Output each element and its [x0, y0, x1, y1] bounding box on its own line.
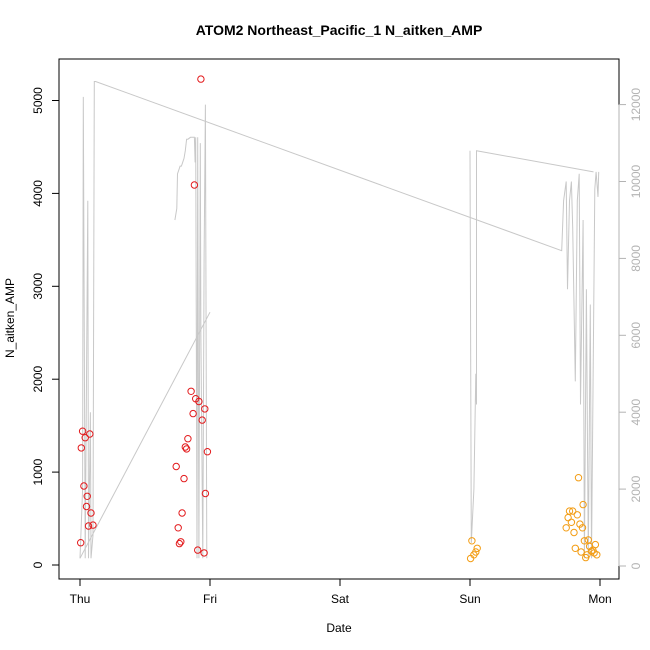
- data-point-red-19: [184, 435, 192, 443]
- data-point-red-16: [180, 474, 188, 483]
- series-line-5: [469, 150, 594, 543]
- y-right-tick-label: 2000: [629, 475, 643, 502]
- data-point-red-6: [83, 492, 91, 500]
- data-point-orange-3: [472, 548, 480, 556]
- data-point-red-14: [177, 538, 185, 546]
- data-point-red-30: [201, 489, 210, 498]
- data-point-orange-6: [564, 513, 572, 522]
- y-left-tick-label: 4000: [31, 180, 45, 207]
- series-line-4: [174, 104, 208, 559]
- y-axis-left: 0 1000 2000 3000 4000 5000: [31, 87, 60, 568]
- data-point-red-13: [175, 539, 184, 548]
- x-tick-label: Thu: [70, 592, 91, 606]
- y-left-tick-label: 2000: [31, 366, 45, 393]
- y-left-tick-label: 0: [31, 561, 45, 568]
- data-point-red-18: [182, 445, 191, 453]
- data-point-orange-15: [577, 548, 585, 556]
- y-right-tick-label: 12000: [629, 88, 643, 122]
- data-point-orange-8: [567, 518, 576, 526]
- data-point-orange-18: [580, 537, 589, 545]
- plot-points: [77, 75, 601, 563]
- data-point-orange-26: [591, 540, 600, 549]
- x-axis-label: Date: [326, 621, 352, 635]
- data-point-red-5: [82, 502, 91, 511]
- data-point-red-21: [189, 409, 197, 418]
- y-left-tick-label: 1000: [31, 458, 45, 485]
- data-point-red-27: [198, 416, 206, 424]
- y-left-tick-label: 3000: [31, 273, 45, 300]
- data-point-orange-10: [570, 528, 578, 537]
- data-point-red-24: [194, 546, 202, 554]
- y-right-tick-label: 8000: [629, 245, 643, 272]
- data-point-red-9: [87, 509, 95, 517]
- y-right-tick-label: 6000: [629, 322, 643, 349]
- data-point-red-1: [77, 444, 86, 452]
- data-point-red-22: [190, 181, 199, 189]
- chart-title: ATOM2 Northeast_Pacific_1 N_aitken_AMP: [196, 22, 483, 38]
- y-right-tick-label: 10000: [629, 164, 643, 198]
- data-point-orange-12: [573, 511, 581, 519]
- series-line-3: [79, 311, 211, 559]
- plot-frame: [58, 58, 620, 580]
- y-axis-right: 0 2000 4000 6000 8000 10000 12000: [618, 88, 643, 569]
- data-point-orange-7: [565, 507, 574, 515]
- data-point-orange-9: [569, 507, 577, 515]
- y-right-tick-label: 4000: [629, 399, 643, 426]
- x-tick-label: Sat: [331, 592, 350, 606]
- data-point-orange-13: [574, 474, 583, 482]
- data-point-red-4: [81, 434, 89, 442]
- data-point-red-10: [89, 521, 97, 529]
- data-point-orange-1: [468, 537, 476, 545]
- data-point-red-0: [77, 539, 85, 547]
- x-tick-label: Mon: [588, 592, 611, 606]
- y-axis-label: N_aitken_AMP: [3, 278, 17, 358]
- data-point-orange-20: [583, 551, 591, 559]
- data-point-red-26: [197, 75, 205, 83]
- data-point-red-12: [174, 524, 182, 532]
- data-point-orange-17: [579, 500, 587, 509]
- data-point-red-25: [195, 397, 203, 406]
- y-left-tick-label: 5000: [31, 87, 45, 114]
- data-point-orange-5: [562, 524, 570, 532]
- plot-lines: [79, 81, 600, 559]
- data-point-red-17: [181, 443, 190, 451]
- data-point-orange-16: [578, 524, 587, 532]
- data-point-red-3: [80, 482, 88, 490]
- data-point-orange-4: [473, 544, 481, 552]
- data-point-red-11: [172, 462, 180, 471]
- data-point-orange-11: [571, 544, 579, 552]
- data-point-red-15: [178, 509, 186, 517]
- data-point-red-20: [187, 387, 195, 395]
- data-point-red-2: [78, 427, 87, 435]
- data-point-red-8: [86, 430, 94, 438]
- data-point-red-31: [203, 448, 212, 456]
- x-tick-label: Fri: [203, 592, 217, 606]
- data-point-red-29: [201, 405, 209, 413]
- data-point-red-28: [200, 549, 208, 557]
- x-axis: Thu Fri Sat Sun Mon: [70, 578, 612, 606]
- data-point-orange-14: [576, 520, 584, 528]
- x-tick-label: Sun: [459, 592, 480, 606]
- data-point-red-7: [84, 522, 93, 530]
- y-right-tick-label: 0: [629, 562, 643, 569]
- data-point-orange-27: [593, 551, 601, 559]
- series-line-2: [79, 81, 600, 559]
